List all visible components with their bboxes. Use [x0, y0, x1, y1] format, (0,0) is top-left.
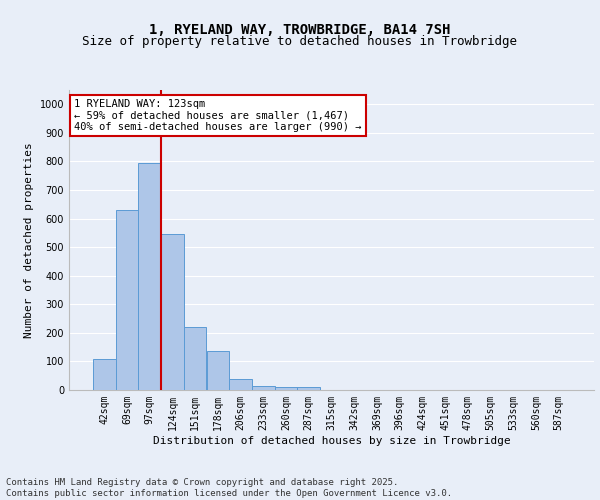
Bar: [229, 378, 252, 390]
Bar: [161, 234, 184, 390]
Bar: [93, 359, 116, 390]
X-axis label: Distribution of detached houses by size in Trowbridge: Distribution of detached houses by size …: [152, 436, 511, 446]
Text: Size of property relative to detached houses in Trowbridge: Size of property relative to detached ho…: [83, 35, 517, 48]
Bar: [206, 352, 229, 390]
Bar: [139, 163, 161, 390]
Bar: [275, 387, 298, 390]
Text: 1, RYELAND WAY, TROWBRIDGE, BA14 7SH: 1, RYELAND WAY, TROWBRIDGE, BA14 7SH: [149, 22, 451, 36]
Bar: [116, 210, 139, 390]
Bar: [252, 386, 275, 390]
Text: 1 RYELAND WAY: 123sqm
← 59% of detached houses are smaller (1,467)
40% of semi-d: 1 RYELAND WAY: 123sqm ← 59% of detached …: [74, 99, 362, 132]
Bar: [298, 387, 320, 390]
Text: Contains HM Land Registry data © Crown copyright and database right 2025.
Contai: Contains HM Land Registry data © Crown c…: [6, 478, 452, 498]
Bar: [184, 327, 206, 390]
Y-axis label: Number of detached properties: Number of detached properties: [24, 142, 34, 338]
